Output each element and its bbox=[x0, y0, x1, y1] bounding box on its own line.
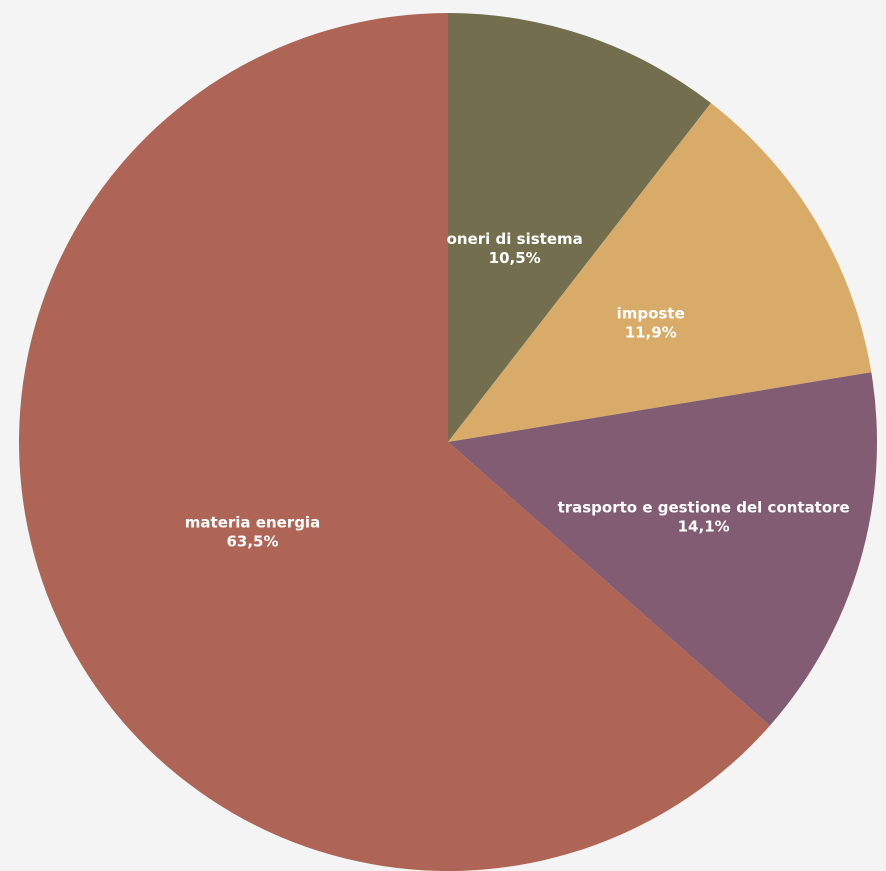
pie-slices bbox=[19, 13, 877, 871]
slice-value-label: 63,5% bbox=[226, 532, 278, 550]
slice-label: imposte bbox=[617, 304, 685, 322]
slice-label: materia energia bbox=[185, 513, 320, 531]
slice-value-label: 10,5% bbox=[489, 249, 541, 267]
slice-label: oneri di sistema bbox=[447, 230, 583, 248]
pie-slice-oneri-di-sistema bbox=[448, 13, 711, 442]
pie-slice-materia-energia bbox=[19, 13, 770, 871]
pie-slice-trasporto-e-gestione-del-contatore bbox=[448, 372, 877, 726]
slice-value-label: 14,1% bbox=[678, 517, 730, 535]
pie-slice-imposte bbox=[448, 103, 872, 442]
slice-label: trasporto e gestione del contatore bbox=[558, 498, 850, 516]
slice-value-label: 11,9% bbox=[625, 323, 677, 341]
